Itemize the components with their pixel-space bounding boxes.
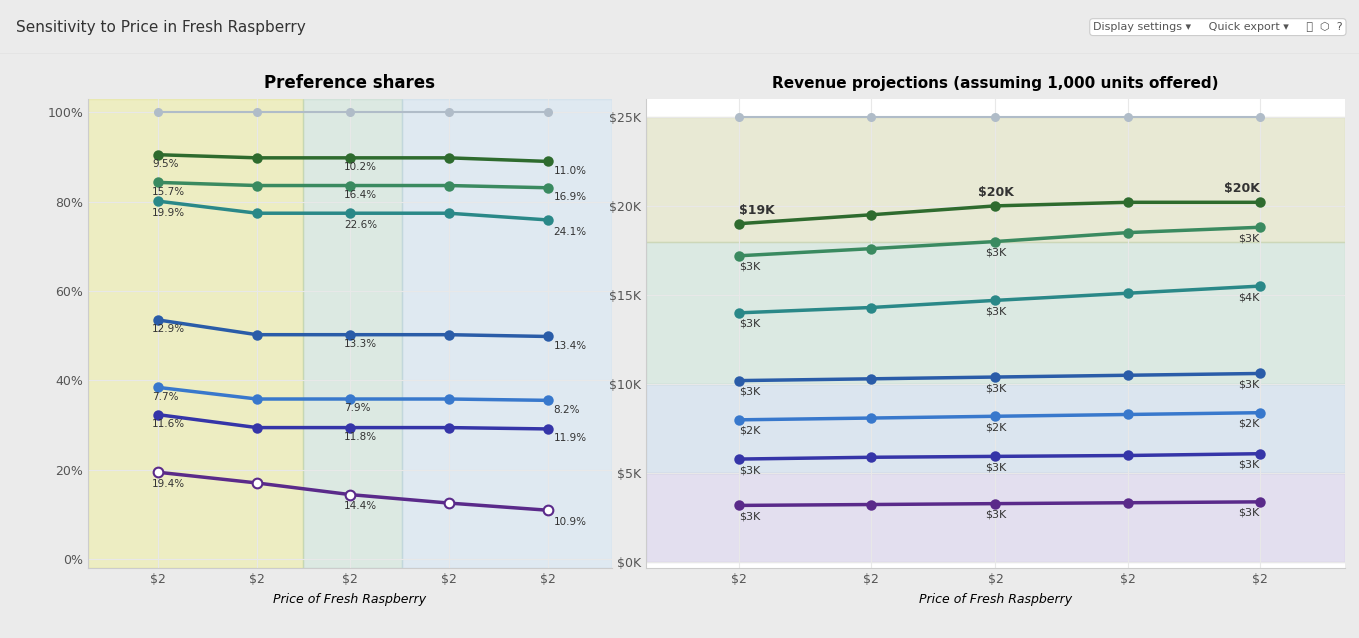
Text: Sensitivity to Price in Fresh Raspberry: Sensitivity to Price in Fresh Raspberry <box>16 20 306 34</box>
Text: 11.6%: 11.6% <box>152 419 185 429</box>
Text: 13.4%: 13.4% <box>553 341 587 351</box>
Text: 24.1%: 24.1% <box>553 226 587 237</box>
Text: 11.8%: 11.8% <box>344 432 378 442</box>
Text: 7.9%: 7.9% <box>344 403 371 413</box>
Bar <box>646 384 1345 473</box>
Text: $3K: $3K <box>739 387 760 397</box>
Text: $3K: $3K <box>985 248 1006 258</box>
Text: 9.5%: 9.5% <box>152 160 179 169</box>
Text: 11.0%: 11.0% <box>553 166 587 176</box>
Text: $3K: $3K <box>985 463 1006 472</box>
Text: 10.9%: 10.9% <box>553 517 587 527</box>
Text: 8.2%: 8.2% <box>553 405 580 415</box>
Text: $2K: $2K <box>1238 419 1260 429</box>
Text: $3K: $3K <box>739 319 760 329</box>
Text: 12.9%: 12.9% <box>152 324 185 334</box>
Text: $19K: $19K <box>739 204 775 216</box>
Text: 16.9%: 16.9% <box>553 192 587 202</box>
Text: 19.9%: 19.9% <box>152 208 185 218</box>
Bar <box>303 99 402 568</box>
Title: Preference shares: Preference shares <box>265 74 435 92</box>
Text: $3K: $3K <box>1238 234 1260 243</box>
Text: $20K: $20K <box>977 186 1014 199</box>
Text: $3K: $3K <box>739 262 760 272</box>
Text: 11.9%: 11.9% <box>553 433 587 443</box>
Text: $2K: $2K <box>985 422 1006 433</box>
Bar <box>646 117 1345 242</box>
Text: $20K: $20K <box>1224 182 1260 195</box>
Text: 15.7%: 15.7% <box>152 187 185 197</box>
Text: $3K: $3K <box>1238 460 1260 470</box>
X-axis label: Price of Fresh Raspberry: Price of Fresh Raspberry <box>273 593 427 605</box>
Text: $3K: $3K <box>985 383 1006 393</box>
Bar <box>402 99 612 568</box>
Text: $3K: $3K <box>1238 380 1260 390</box>
Bar <box>88 99 303 568</box>
Text: 19.4%: 19.4% <box>152 479 185 489</box>
Text: 16.4%: 16.4% <box>344 190 378 200</box>
Bar <box>646 473 1345 563</box>
Text: 10.2%: 10.2% <box>344 162 378 172</box>
Text: $4K: $4K <box>1238 292 1260 302</box>
Text: 14.4%: 14.4% <box>344 501 378 511</box>
Text: $2K: $2K <box>739 426 760 436</box>
Title: Revenue projections (assuming 1,000 units offered): Revenue projections (assuming 1,000 unit… <box>772 76 1219 91</box>
Text: $3K: $3K <box>739 465 760 475</box>
Bar <box>646 242 1345 384</box>
Text: $3K: $3K <box>985 510 1006 520</box>
Text: 7.7%: 7.7% <box>152 392 179 402</box>
Text: 13.3%: 13.3% <box>344 339 378 349</box>
Text: $3K: $3K <box>1238 508 1260 518</box>
Text: $3K: $3K <box>985 306 1006 316</box>
Text: Display settings ▾     Quick export ▾     ⓢ  ⬡  ?: Display settings ▾ Quick export ▾ ⓢ ⬡ ? <box>1093 22 1343 33</box>
Text: 22.6%: 22.6% <box>344 220 378 230</box>
X-axis label: Price of Fresh Raspberry: Price of Fresh Raspberry <box>919 593 1072 605</box>
Text: $3K: $3K <box>739 512 760 521</box>
